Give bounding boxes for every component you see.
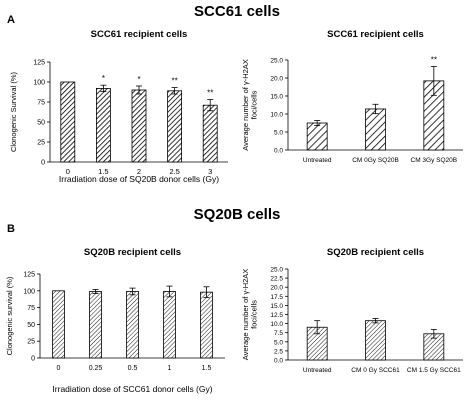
y-tick-label: 125	[23, 272, 35, 279]
chart-title: SCC61 recipient cells	[327, 29, 424, 40]
x-tick-label: 0	[57, 365, 61, 372]
significance-marker: **	[171, 77, 177, 86]
chart-scc61-h2ax-foci: SCC61 recipient cells Average number of γ…	[241, 29, 463, 164]
bar	[365, 108, 386, 151]
x-axis-label: Irradiation dose of SQ20B donor cells (G…	[59, 174, 219, 184]
bar	[306, 122, 328, 151]
y-tick-label: 15.0	[270, 94, 283, 101]
bar	[365, 320, 386, 361]
y-axis-label: Clonogenic Survival (%)	[9, 71, 18, 152]
significance-marker: *	[137, 75, 140, 84]
y-tick-label: 20.0	[270, 285, 283, 292]
y-tick-label: 20.0	[270, 76, 283, 83]
y-tick-label: 25.0	[270, 267, 283, 274]
y-tick-label: 25	[37, 140, 45, 147]
panel-b-title: SQ20B cells	[193, 206, 281, 223]
panel-a-title: SCC61 cells	[194, 3, 280, 20]
y-tick-label: 0	[31, 356, 35, 363]
significance-marker: **	[207, 89, 213, 98]
x-tick-label: CM 1.5 Gy SCC61	[407, 367, 461, 374]
y-tick-label: 7.5	[274, 330, 283, 337]
y-tick-label: 5.0	[274, 339, 283, 346]
y-tick-label: 17.5	[270, 294, 283, 301]
x-tick-label: 0.25	[89, 365, 103, 372]
bar	[200, 291, 213, 359]
y-tick-label: 10.0	[270, 321, 283, 328]
y-tick-label: 25.0	[270, 58, 283, 65]
y-tick-label: 5.0	[274, 130, 283, 137]
bar	[131, 89, 147, 163]
x-tick-label: CM 0Gy SQ20B	[352, 157, 399, 164]
y-tick-label: 0.0	[274, 148, 283, 155]
chart-sq20b-h2ax-foci: SQ20B recipient cells Average number of γ…	[241, 247, 463, 374]
x-tick-label: Untreated	[303, 157, 332, 164]
y-axis-label: Average number of γ-H2AXfoci/cells	[241, 59, 259, 151]
bar	[167, 90, 183, 163]
y-tick-label: 100	[33, 80, 45, 87]
x-tick-label: 1.5	[202, 365, 212, 372]
y-tick-label: 22.5	[270, 276, 283, 283]
chart-title: SCC61 recipient cells	[91, 29, 188, 40]
y-axis-label: Average number of γ-H2AXfoci/cells	[241, 269, 259, 361]
x-tick-label: 3	[208, 167, 212, 176]
x-tick-label: CM 3Gy SQ20B	[411, 157, 458, 164]
y-tick-label: 75	[27, 305, 35, 312]
bar	[60, 81, 76, 163]
significance-marker: **	[431, 55, 437, 64]
y-tick-label: 125	[33, 60, 45, 67]
chart-title: SQ20B recipient cells	[327, 247, 424, 258]
y-tick-label: 25	[27, 339, 35, 346]
chart-sq20b-clonogenic-survival: SQ20B recipient cells Clonogenic survival…	[5, 247, 225, 394]
bar	[126, 291, 139, 359]
x-tick-label: CM 0 Gy SCC61	[351, 367, 400, 374]
y-tick-label: 12.5	[270, 312, 283, 319]
x-axis-label: Irradiation dose of SCC61 donor cells (G…	[52, 384, 212, 394]
x-tick-label: 2	[137, 167, 141, 176]
y-tick-label: 50	[27, 322, 35, 329]
y-axis-label: Clonogenic survival (%)	[5, 276, 14, 355]
y-tick-label: 75	[37, 100, 45, 107]
bar	[163, 291, 176, 359]
bar	[202, 104, 218, 163]
y-tick-label: 50	[37, 120, 45, 127]
chart-title: SQ20B recipient cells	[84, 247, 181, 258]
x-tick-label: Untreated	[303, 367, 332, 374]
x-tick-label: 1	[168, 365, 172, 372]
x-tick-label: 2.5	[169, 167, 179, 176]
chart-scc61-clonogenic-survival: SCC61 recipient cells Clonogenic Survival…	[9, 29, 228, 184]
bar	[96, 88, 111, 163]
significance-marker: *	[102, 74, 105, 83]
bar	[89, 291, 102, 359]
y-tick-label: 2.5	[274, 348, 283, 355]
x-tick-label: 1.5	[98, 167, 108, 176]
panel-b-letter: B	[7, 223, 15, 235]
y-tick-label: 0	[41, 160, 45, 167]
x-tick-label: 0.5	[128, 365, 138, 372]
y-tick-label: 15.0	[270, 303, 283, 310]
panel-a-letter: A	[7, 14, 15, 26]
x-tick-label: 0	[66, 167, 70, 176]
y-tick-label: 100	[23, 288, 35, 295]
bar	[52, 290, 65, 359]
y-tick-label: 0.0	[274, 358, 283, 365]
y-tick-label: 10.0	[270, 112, 283, 119]
